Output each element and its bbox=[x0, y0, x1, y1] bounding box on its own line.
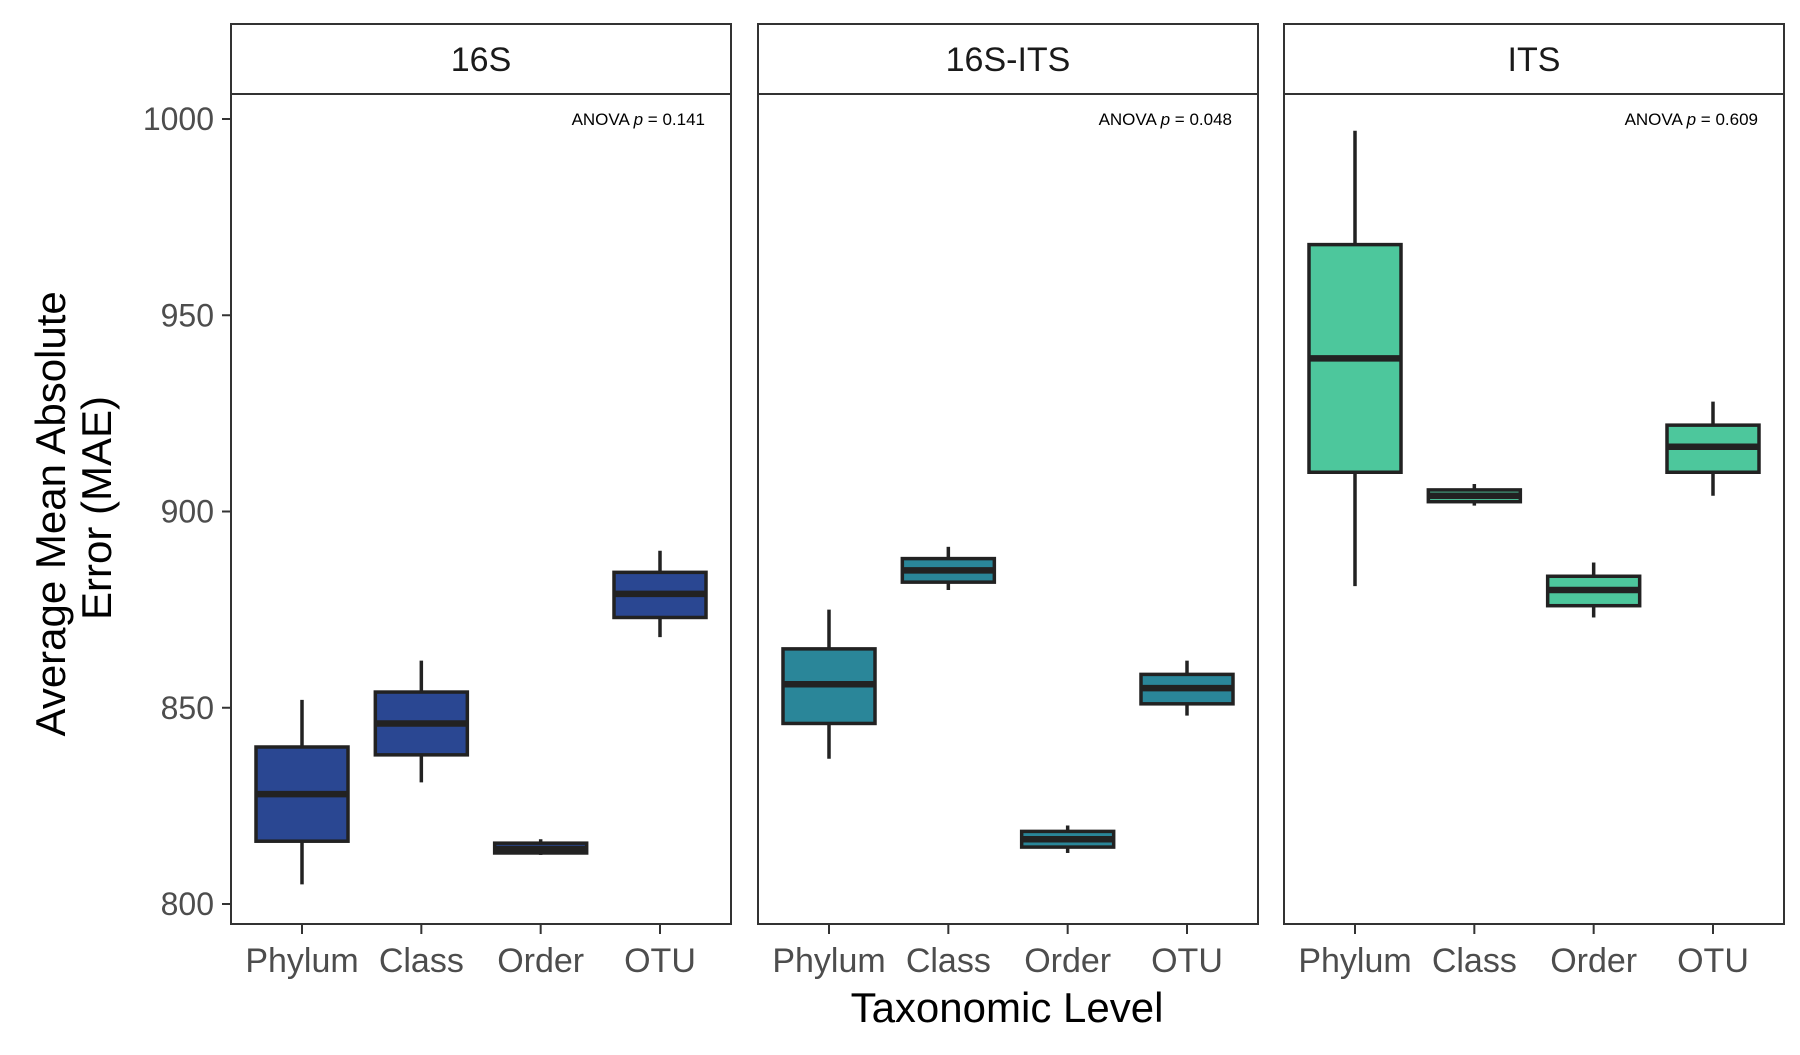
boxplot-phylum bbox=[254, 699, 350, 885]
y-axis: 800 850 900 950 1000 bbox=[143, 101, 231, 922]
y-tick-label: 800 bbox=[161, 886, 214, 922]
y-axis-title-line-1: Average Mean Absolute bbox=[27, 291, 74, 736]
x-tick-label: Order bbox=[1550, 942, 1637, 980]
boxplot-phylum bbox=[1307, 130, 1403, 587]
x-tick-label: Class bbox=[1432, 942, 1517, 980]
x-tick-label: Class bbox=[379, 942, 464, 980]
x-tick-label: OTU bbox=[624, 942, 696, 980]
panel-border bbox=[1283, 93, 1785, 925]
facet-strip bbox=[1283, 23, 1785, 95]
boxplot-class bbox=[373, 660, 470, 783]
x-axis-title: Taxonomic Level bbox=[851, 984, 1164, 1031]
panel-border bbox=[757, 93, 1259, 925]
y-tick-label: 950 bbox=[161, 297, 214, 333]
boxplot-order bbox=[1019, 825, 1116, 853]
boxplot-order bbox=[492, 839, 589, 855]
boxplot-otu bbox=[612, 550, 708, 638]
panel-border bbox=[230, 93, 732, 925]
x-tick-label: Order bbox=[1024, 942, 1111, 980]
y-axis-title-line-2: Error (MAE) bbox=[73, 396, 120, 620]
x-tick-label: Phylum bbox=[245, 942, 358, 980]
x-tick-label: Order bbox=[497, 942, 584, 980]
boxplot-class bbox=[1426, 484, 1523, 506]
y-axis-title: Average Mean Absolute Error (MAE) bbox=[27, 280, 120, 737]
y-tick-label: 1000 bbox=[143, 101, 214, 137]
y-tick-label: 900 bbox=[161, 494, 214, 530]
boxplot-otu bbox=[1665, 401, 1761, 496]
facet-panel-16s-its: 16S-ITS ANOVA p = 0.048 Phylum Class Order OT… bbox=[757, 23, 1259, 980]
x-tick-label: Class bbox=[906, 942, 991, 980]
y-tick-label: 850 bbox=[161, 690, 214, 726]
x-tick-label: OTU bbox=[1677, 942, 1749, 980]
facet-strip-label: 16S bbox=[451, 41, 512, 79]
x-tick-label: Phylum bbox=[772, 942, 885, 980]
anova-annotation: ANOVA p = 0.609 bbox=[1625, 110, 1758, 129]
boxplot-otu bbox=[1139, 660, 1235, 716]
facet-strip-label: ITS bbox=[1508, 41, 1561, 79]
x-tick-label: OTU bbox=[1151, 942, 1223, 980]
facet-strip bbox=[230, 23, 732, 95]
facet-panel-16s: 16S ANOVA p = 0.141 Phylum Class Order OTU bbox=[230, 23, 732, 980]
facet-strip-label: 16S-ITS bbox=[946, 41, 1071, 79]
boxplot-class bbox=[900, 546, 997, 590]
boxplot-order bbox=[1545, 562, 1642, 618]
boxplot-phylum bbox=[781, 609, 877, 759]
anova-annotation: ANOVA p = 0.048 bbox=[1099, 110, 1232, 129]
x-tick-label: Phylum bbox=[1298, 942, 1411, 980]
facet-panel-its: ITS ANOVA p = 0.609 Phylum Class Order OTU bbox=[1283, 23, 1785, 980]
anova-annotation: ANOVA p = 0.141 bbox=[572, 110, 705, 129]
